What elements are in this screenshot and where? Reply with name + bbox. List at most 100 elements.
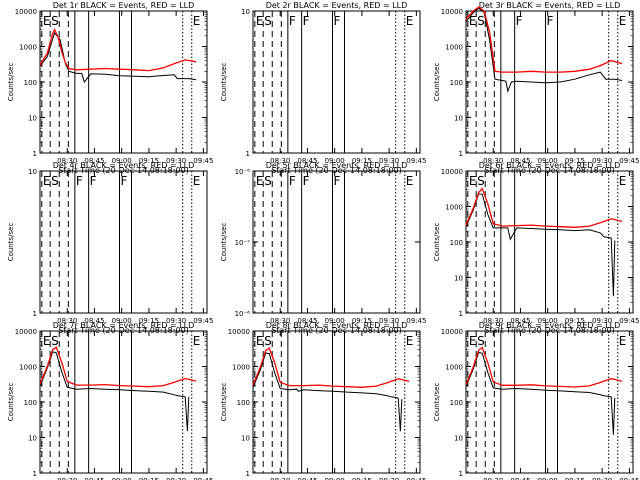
- marker-label: F: [303, 14, 310, 28]
- y-tick-label: 1000: [445, 204, 463, 212]
- y-axis-label: Counts/sec: [7, 223, 15, 262]
- x-tick-label: 09:15: [352, 157, 372, 165]
- x-tick-label: 08:30: [270, 477, 290, 480]
- x-tick-label: 08:45: [84, 157, 104, 165]
- y-tick-label: 1: [459, 150, 463, 158]
- marker-label: E: [406, 334, 414, 348]
- plot-frame: [252, 10, 421, 154]
- y-tick-label: 100: [24, 399, 37, 407]
- y-tick-label: 10: [454, 275, 463, 283]
- x-tick-label: 09:15: [352, 317, 372, 325]
- marker-label: S: [51, 14, 59, 28]
- chart-title: Det 8r BLACK = Events, RED = LLD: [266, 321, 408, 330]
- marker-label: E: [43, 334, 51, 348]
- marker-label: E: [193, 174, 201, 188]
- chart-title: Det 4r BLACK = Events, RED = LLD: [53, 161, 195, 170]
- y-axis-label: Counts/sec: [220, 63, 228, 102]
- y-tick-label: 10⁻⁶: [235, 310, 251, 318]
- x-tick-label: 09:45: [406, 157, 426, 165]
- x-tick-label: 09:00: [325, 477, 345, 480]
- marker-label: E: [619, 334, 627, 348]
- x-tick-label: 08:45: [510, 477, 530, 480]
- series-line-lld: [465, 346, 623, 388]
- x-tick-label: 09:15: [352, 477, 372, 480]
- chart-title: Det 7r BLACK = Events, RED = LLD: [53, 321, 195, 330]
- x-tick-label: 08:45: [84, 477, 104, 480]
- marker-label: F: [289, 174, 296, 188]
- y-tick-label: 10⁻⁷: [235, 239, 251, 247]
- marker-label: F: [516, 14, 523, 28]
- x-tick-label: 09:45: [406, 317, 426, 325]
- y-tick-label: 1: [459, 310, 463, 318]
- marker-label: E: [193, 334, 201, 348]
- y-tick-label: 1000: [232, 364, 250, 372]
- x-tick-label: 09:00: [538, 477, 558, 480]
- x-tick-label: 08:45: [510, 157, 530, 165]
- chart-title: Det 5r BLACK = Events, RED = LLD: [266, 161, 408, 170]
- plot-frame: [252, 170, 421, 314]
- y-tick-label: 10000: [15, 8, 37, 16]
- series-line-lld: [39, 28, 197, 72]
- y-tick-label: 10000: [15, 328, 37, 336]
- chart-panel-5: Det 5r BLACK = Events, RED = LLD 10⁻⁶ 10⁻⁷…: [220, 161, 426, 335]
- marker-label: S: [51, 334, 59, 348]
- y-tick-label: 10: [28, 115, 37, 123]
- marker-label: F: [90, 174, 97, 188]
- series-line-lld: [39, 346, 197, 388]
- x-tick-label: 08:30: [57, 157, 77, 165]
- x-tick-label: 09:30: [379, 317, 399, 325]
- x-tick-label: 08:45: [84, 317, 104, 325]
- marker-label: E: [619, 14, 627, 28]
- y-tick-label: 10: [454, 435, 463, 443]
- y-tick-label: 1: [246, 150, 250, 158]
- marker-label: E: [193, 14, 201, 28]
- x-tick-label: 09:45: [406, 477, 426, 480]
- marker-label: F: [121, 174, 128, 188]
- marker-label: F: [289, 14, 296, 28]
- x-tick-label: 09:15: [139, 317, 159, 325]
- y-tick-label: 100: [450, 399, 463, 407]
- plot-frame: [252, 330, 421, 474]
- x-tick-label: 09:15: [139, 157, 159, 165]
- plot-frame: [39, 10, 208, 154]
- x-tick-label: 09:45: [619, 157, 639, 165]
- x-tick-label: 08:30: [483, 317, 503, 325]
- series-line-events: [465, 193, 616, 297]
- x-tick-label: 09:00: [325, 317, 345, 325]
- y-axis-label: Counts/sec: [7, 63, 15, 102]
- x-tick-label: 08:45: [510, 317, 530, 325]
- marker-label: E: [469, 14, 477, 28]
- y-tick-label: 1: [33, 150, 37, 158]
- x-tick-label: 09:30: [166, 157, 186, 165]
- x-tick-label: 08:45: [297, 317, 317, 325]
- plot-frame: [39, 170, 208, 314]
- y-tick-label: 10: [241, 435, 250, 443]
- y-tick-label: 10: [241, 8, 250, 16]
- x-tick-label: 09:45: [619, 477, 639, 480]
- marker-label: S: [477, 174, 485, 188]
- x-tick-label: 08:30: [57, 477, 77, 480]
- series-line-events: [39, 31, 197, 84]
- marker-label: E: [256, 14, 264, 28]
- x-tick-label: 09:15: [139, 477, 159, 480]
- x-tick-label: 09:30: [592, 477, 612, 480]
- x-tick-label: 09:30: [592, 317, 612, 325]
- marker-label: F: [303, 174, 310, 188]
- y-tick-label: 100: [24, 79, 37, 87]
- x-tick-label: 09:00: [325, 157, 345, 165]
- y-tick-label: 10⁻⁸: [235, 168, 251, 176]
- y-tick-label: 1: [459, 470, 463, 478]
- y-axis-label: Counts/sec: [433, 63, 441, 102]
- marker-label: E: [256, 334, 264, 348]
- x-tick-label: 08:30: [483, 157, 503, 165]
- marker-label: E: [469, 334, 477, 348]
- marker-label: E: [43, 14, 51, 28]
- marker-label: F: [76, 174, 83, 188]
- x-tick-label: 09:30: [592, 157, 612, 165]
- y-tick-label: 10000: [441, 8, 463, 16]
- marker-label: S: [264, 174, 272, 188]
- marker-label: E: [619, 174, 627, 188]
- plot-frame: [465, 10, 634, 154]
- series-line-lld: [465, 187, 623, 228]
- chart-panel-9: Det 9r BLACK = Events, RED = LLD 1 10 100 10…: [433, 321, 639, 480]
